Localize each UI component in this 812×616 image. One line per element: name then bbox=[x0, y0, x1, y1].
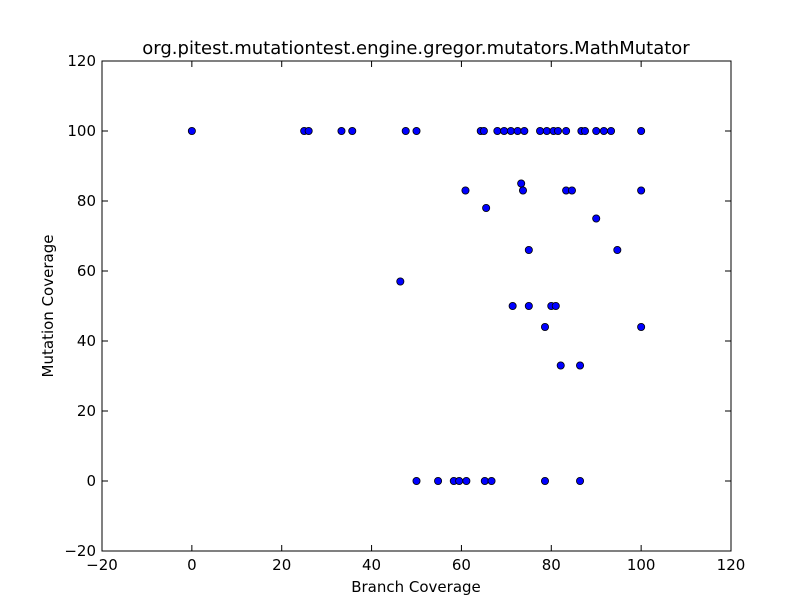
data-point bbox=[337, 127, 346, 136]
data-point bbox=[536, 127, 545, 136]
data-point bbox=[542, 127, 551, 136]
data-point bbox=[567, 186, 576, 195]
y-tick-label: 120 bbox=[67, 52, 96, 70]
data-point bbox=[524, 245, 533, 254]
data-point bbox=[500, 127, 509, 136]
data-point bbox=[396, 277, 405, 286]
data-point bbox=[462, 476, 471, 485]
plot-area: −20 0 20 40 60 80 100 120 −20 0 20 40 60 80 100 120 bbox=[64, 52, 745, 574]
data-point bbox=[637, 127, 646, 136]
data-point bbox=[455, 476, 464, 485]
data-point bbox=[599, 127, 608, 136]
x-tick-label: 40 bbox=[362, 556, 381, 574]
x-tick-label: 80 bbox=[542, 556, 561, 574]
chart-title: org.pitest.mutationtest.engine.gregor.mu… bbox=[142, 38, 690, 59]
data-point bbox=[551, 301, 560, 310]
x-tick-label: 0 bbox=[187, 556, 197, 574]
y-tick-label: 40 bbox=[77, 332, 96, 350]
y-tick-label: 20 bbox=[77, 402, 96, 420]
data-point bbox=[592, 214, 601, 223]
data-point bbox=[562, 127, 571, 136]
data-point bbox=[479, 127, 488, 136]
data-point bbox=[493, 127, 502, 136]
data-point bbox=[412, 476, 421, 485]
data-point bbox=[513, 127, 522, 136]
data-point bbox=[517, 179, 526, 188]
data-point bbox=[607, 127, 616, 136]
x-tick-label: 100 bbox=[627, 556, 656, 574]
data-point bbox=[461, 186, 470, 195]
data-point bbox=[412, 127, 421, 136]
y-tick-label: 80 bbox=[77, 192, 96, 210]
data-point bbox=[576, 361, 585, 370]
data-point bbox=[637, 186, 646, 195]
x-tick-label: 20 bbox=[272, 556, 291, 574]
data-point bbox=[482, 203, 491, 212]
data-point bbox=[524, 301, 533, 310]
data-point bbox=[592, 127, 601, 136]
data-point bbox=[401, 127, 410, 136]
data-point bbox=[540, 322, 549, 331]
data-point bbox=[434, 476, 443, 485]
y-axis-label: Mutation Coverage bbox=[39, 235, 57, 378]
data-point bbox=[520, 127, 529, 136]
y-tick-label: 60 bbox=[77, 262, 96, 280]
data-point bbox=[506, 127, 515, 136]
x-axis-label: Branch Coverage bbox=[351, 578, 481, 596]
data-point bbox=[556, 361, 565, 370]
x-tick-label: −20 bbox=[86, 556, 118, 574]
data-point bbox=[487, 476, 496, 485]
data-point bbox=[580, 127, 589, 136]
y-tick-label: 100 bbox=[67, 122, 96, 140]
data-point bbox=[480, 476, 489, 485]
data-point bbox=[637, 322, 646, 331]
x-tick-label: 60 bbox=[452, 556, 471, 574]
x-tick-label: 120 bbox=[717, 556, 746, 574]
data-point bbox=[187, 127, 196, 136]
data-point bbox=[613, 245, 622, 254]
y-tick-label: −20 bbox=[64, 542, 96, 560]
data-point bbox=[304, 127, 313, 136]
data-point bbox=[576, 476, 585, 485]
y-tick-label: 0 bbox=[86, 472, 96, 490]
data-point bbox=[554, 127, 563, 136]
plot-frame bbox=[101, 60, 732, 552]
data-point bbox=[540, 476, 549, 485]
data-point bbox=[508, 301, 517, 310]
data-point bbox=[518, 186, 527, 195]
data-point bbox=[348, 127, 357, 136]
